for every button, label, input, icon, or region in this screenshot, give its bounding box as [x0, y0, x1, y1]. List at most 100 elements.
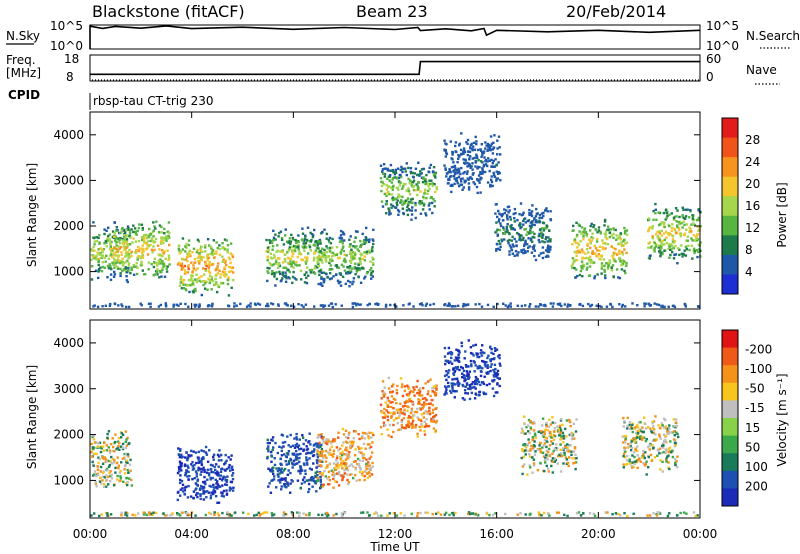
range-cell [520, 249, 523, 252]
range-cell [688, 229, 691, 233]
range-cell [490, 142, 494, 146]
range-cell [529, 466, 532, 469]
range-cell [398, 414, 401, 417]
range-cell [356, 230, 359, 233]
range-cell [522, 248, 525, 251]
range-cell [305, 513, 308, 517]
range-cell [541, 446, 544, 449]
range-cell [387, 387, 391, 390]
range-cell [363, 437, 367, 440]
range-cell [683, 223, 686, 226]
range-cell [634, 460, 638, 463]
range-cell [388, 512, 391, 515]
range-cell [330, 445, 333, 449]
range-cell [546, 240, 549, 243]
range-cell [401, 170, 404, 174]
range-cell [168, 257, 171, 260]
range-cell [331, 237, 334, 241]
range-cell [586, 262, 589, 265]
range-cell [365, 432, 369, 435]
range-cell [165, 267, 168, 270]
range-cell [343, 464, 346, 468]
nave-label: Nave [746, 63, 777, 77]
range-cell [462, 147, 466, 150]
range-cell [292, 266, 295, 269]
range-cell [326, 477, 329, 480]
range-cell [551, 416, 554, 419]
range-cell [225, 480, 228, 483]
range-cell [557, 454, 560, 458]
range-cell [108, 472, 111, 475]
range-cell [620, 243, 623, 247]
range-cell [212, 458, 215, 461]
range-cell [297, 444, 301, 447]
range-cell [359, 281, 363, 284]
range-cell [683, 511, 686, 514]
range-cell [661, 424, 664, 427]
range-cell [290, 233, 293, 237]
range-cell [456, 182, 459, 185]
range-cell [306, 256, 309, 259]
range-cell [520, 431, 523, 434]
range-cell [207, 277, 210, 280]
range-cell [575, 258, 579, 262]
range-cell [492, 394, 496, 398]
range-cell [358, 257, 361, 260]
range-cell [272, 446, 275, 449]
range-cell [167, 221, 171, 224]
range-cell [388, 210, 391, 214]
range-cell [448, 351, 451, 354]
range-cell [350, 253, 353, 256]
range-cell [382, 421, 386, 424]
range-cell [109, 480, 112, 483]
range-cell [681, 206, 684, 209]
range-cell [327, 470, 331, 473]
range-cell [346, 473, 349, 476]
range-cell [396, 421, 399, 425]
range-cell [623, 448, 626, 451]
range-cell [420, 201, 424, 205]
range-cell [605, 237, 609, 240]
range-cell [485, 361, 488, 364]
range-cell [107, 483, 110, 486]
range-cell [92, 256, 95, 260]
range-cell [323, 228, 326, 231]
range-cell [162, 265, 165, 268]
range-cell [618, 234, 621, 237]
range-cell [583, 228, 586, 231]
range-cell [141, 256, 145, 259]
range-cell [488, 169, 491, 173]
range-cell [316, 242, 319, 245]
range-cell [117, 304, 120, 307]
range-cell [465, 374, 468, 377]
range-cell [380, 397, 383, 400]
range-cell [676, 465, 679, 469]
range-cell [437, 511, 440, 514]
range-cell [345, 452, 348, 456]
range-cell [473, 182, 477, 186]
range-cell [162, 241, 165, 245]
range-cell [470, 363, 473, 366]
range-cell [606, 243, 610, 246]
range-cell [360, 436, 364, 440]
range-cell [334, 480, 337, 483]
range-cell [583, 227, 587, 230]
range-cell [163, 238, 166, 242]
range-cell [691, 214, 694, 217]
range-cell [432, 416, 435, 419]
range-cell [320, 452, 323, 455]
range-cell [542, 214, 545, 218]
range-cell [467, 150, 470, 153]
range-cell [515, 240, 518, 243]
range-cell [608, 235, 612, 239]
range-cell [463, 179, 466, 182]
range-cell [463, 181, 466, 184]
range-cell [230, 286, 233, 289]
range-cell [362, 240, 366, 243]
range-cell [449, 140, 452, 143]
range-cell [100, 482, 103, 485]
range-cell [348, 245, 351, 248]
range-cell [321, 450, 324, 453]
range-cell [426, 511, 429, 514]
range-cell [295, 260, 298, 264]
